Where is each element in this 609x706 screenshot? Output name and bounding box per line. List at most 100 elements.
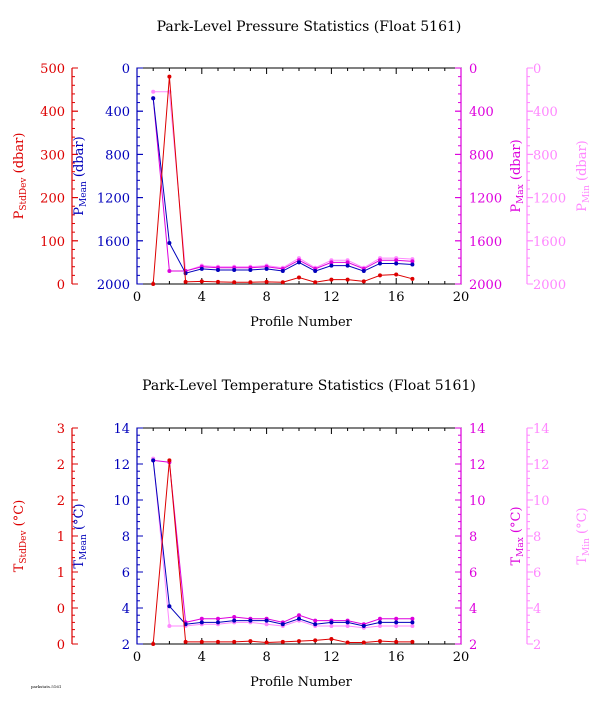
y-tick-label: 400 <box>469 105 494 120</box>
x-tick-label: 4 <box>198 290 206 305</box>
y-axis-label: TMin (°C) <box>575 507 592 564</box>
data-point <box>280 280 285 285</box>
y-axis-label: TStdDev (°C) <box>12 500 29 573</box>
y-tick-label: 2 <box>469 638 477 653</box>
plot-frame <box>136 67 462 285</box>
y-tick-label: 12 <box>533 458 550 473</box>
data-point <box>264 618 269 623</box>
footer-label: parkstats.5161 <box>31 684 61 689</box>
y-tick-label: 4 <box>533 602 541 617</box>
y-tick-label: 12 <box>113 458 130 473</box>
series-line <box>152 460 413 645</box>
y-axis-label-unit: (dbar) <box>509 139 524 184</box>
y-tick-label: 8 <box>122 530 130 545</box>
y-tick-label: 1200 <box>469 192 502 207</box>
data-point <box>151 89 156 94</box>
data-point <box>361 640 366 645</box>
data-point <box>151 458 156 463</box>
data-point <box>167 74 172 79</box>
x-tick-label: 8 <box>262 650 270 665</box>
data-point <box>264 279 269 284</box>
y-tick-label: 10 <box>113 494 130 509</box>
y-axis-label: TMax (°C) <box>509 506 526 565</box>
data-point <box>345 263 350 268</box>
data-point <box>167 269 172 274</box>
y-tick-label: 800 <box>533 148 558 163</box>
data-point <box>151 642 156 646</box>
data-point <box>264 622 269 627</box>
y-axis-label-sub: Min <box>582 538 592 556</box>
y-axis-label-sub: StdDev <box>19 530 29 564</box>
y-tick-label: 500 <box>40 62 65 77</box>
data-point <box>248 618 253 623</box>
y-axis-label: TMean (°C) <box>72 503 89 568</box>
y-tick-label: 1600 <box>469 235 502 250</box>
y-tick-label: 0 <box>533 62 541 77</box>
data-point <box>410 620 415 625</box>
y-axis-label: PMax (dbar) <box>509 139 526 212</box>
data-point <box>313 618 318 623</box>
x-tick-label: 16 <box>388 650 405 665</box>
data-point <box>183 271 188 276</box>
x-tick-label: 12 <box>323 290 340 305</box>
data-point <box>167 604 172 609</box>
y-tick-label: 2 <box>57 458 65 473</box>
y-axis-label-unit: (°C) <box>12 500 27 531</box>
y-axis-label-sub: Mean <box>79 534 89 560</box>
y-tick-label: 400 <box>40 105 65 120</box>
data-point <box>216 620 220 625</box>
y-tick-label: 14 <box>113 422 130 437</box>
y-tick-label: 8 <box>533 530 541 545</box>
data-point <box>410 262 415 267</box>
data-point <box>394 272 399 277</box>
series-line <box>152 98 413 272</box>
data-point <box>167 624 172 628</box>
data-point <box>297 639 301 644</box>
y-axis-label-unit: (dbar) <box>12 133 27 178</box>
y-tick-label: 400 <box>533 105 558 120</box>
x-tick-label: 16 <box>388 290 405 305</box>
series-line <box>152 98 413 274</box>
y-tick-label: 2000 <box>469 278 502 293</box>
y-axis-label-sub: Min <box>582 185 592 203</box>
y-tick-label: 0 <box>57 638 65 653</box>
data-point <box>297 616 301 621</box>
y-tick-label: 8 <box>469 530 477 545</box>
x-axis-label: Profile Number <box>250 675 353 690</box>
data-point <box>394 624 399 628</box>
data-point <box>248 267 253 272</box>
data-point <box>329 260 334 265</box>
data-point <box>297 275 301 280</box>
data-point <box>232 280 237 285</box>
y-tick-label: 2 <box>57 494 65 509</box>
x-tick-label: 8 <box>262 290 270 305</box>
data-point <box>378 624 382 628</box>
data-point <box>361 269 366 274</box>
data-point <box>345 260 350 265</box>
x-tick-label: 20 <box>453 290 470 305</box>
x-tick-label: 0 <box>133 650 141 665</box>
y-tick-label: 1 <box>57 566 65 581</box>
temperature-panel: Park-Level Temperature Statistics (Float… <box>12 378 592 690</box>
y-tick-label: 0 <box>57 278 65 293</box>
data-point <box>232 267 237 272</box>
data-point <box>329 624 334 628</box>
data-point <box>394 639 399 644</box>
data-point <box>280 639 285 644</box>
y-axis-label-main: P <box>12 210 27 219</box>
data-point <box>378 620 382 625</box>
y-axis-label-main: P <box>509 204 524 213</box>
data-point <box>345 624 350 628</box>
data-point <box>199 639 204 644</box>
y-tick-label: 14 <box>533 422 550 437</box>
y-axis-label-main: T <box>12 563 27 572</box>
y-tick-label: 200 <box>40 192 65 207</box>
data-point <box>183 279 188 284</box>
data-point <box>345 620 350 625</box>
series-line <box>152 460 413 627</box>
data-point <box>394 261 399 266</box>
y-axis-label-sub: Max <box>516 184 526 204</box>
data-point <box>297 260 301 265</box>
data-point <box>313 638 318 643</box>
